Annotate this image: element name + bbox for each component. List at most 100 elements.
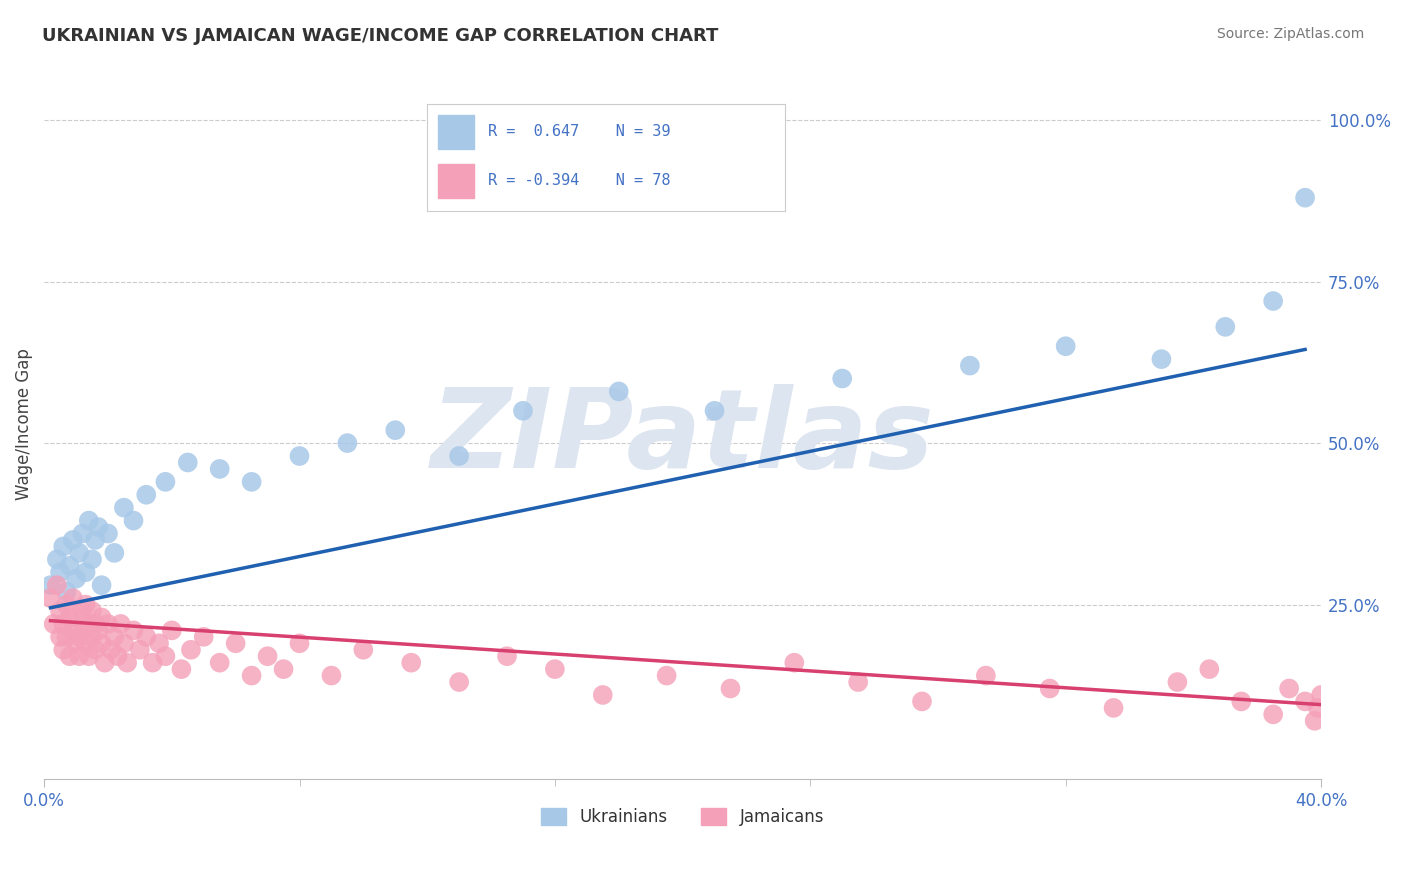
Point bbox=[67, 649, 90, 664]
Point bbox=[103, 546, 125, 560]
Point bbox=[607, 384, 630, 399]
Point bbox=[87, 624, 110, 638]
Point bbox=[449, 449, 471, 463]
Point bbox=[84, 616, 107, 631]
Point bbox=[77, 616, 100, 631]
Point bbox=[1278, 681, 1301, 696]
Point bbox=[84, 642, 107, 657]
Point bbox=[80, 604, 103, 618]
Point bbox=[352, 642, 374, 657]
Point bbox=[52, 616, 75, 631]
Point bbox=[84, 533, 107, 547]
Point bbox=[90, 636, 112, 650]
Point bbox=[77, 514, 100, 528]
Point bbox=[49, 566, 72, 580]
Point bbox=[384, 423, 406, 437]
Point bbox=[67, 546, 90, 560]
Point bbox=[155, 475, 177, 489]
Point bbox=[225, 636, 247, 650]
Point bbox=[128, 642, 150, 657]
Point bbox=[59, 649, 82, 664]
Point bbox=[1213, 319, 1236, 334]
Point bbox=[1054, 339, 1077, 353]
Point bbox=[55, 598, 77, 612]
Point bbox=[1263, 707, 1285, 722]
Text: UKRAINIAN VS JAMAICAN WAGE/INCOME GAP CORRELATION CHART: UKRAINIAN VS JAMAICAN WAGE/INCOME GAP CO… bbox=[42, 27, 718, 45]
Point bbox=[55, 630, 77, 644]
Point bbox=[655, 668, 678, 682]
Point bbox=[720, 681, 742, 696]
Point bbox=[75, 566, 97, 580]
Point bbox=[65, 636, 87, 650]
Point bbox=[65, 572, 87, 586]
Point bbox=[208, 462, 231, 476]
Legend: Ukrainians, Jamaicans: Ukrainians, Jamaicans bbox=[533, 800, 832, 835]
Point bbox=[67, 630, 90, 644]
Point bbox=[142, 656, 165, 670]
Point bbox=[97, 616, 120, 631]
Point bbox=[62, 591, 84, 606]
Point bbox=[321, 668, 343, 682]
Point bbox=[1306, 701, 1329, 715]
Point bbox=[399, 656, 422, 670]
Point bbox=[72, 526, 94, 541]
Point bbox=[52, 642, 75, 657]
Point bbox=[1310, 688, 1333, 702]
Point bbox=[1150, 352, 1173, 367]
Point bbox=[90, 578, 112, 592]
Point bbox=[1230, 694, 1253, 708]
Point bbox=[170, 662, 193, 676]
Point bbox=[112, 500, 135, 515]
Point bbox=[97, 526, 120, 541]
Point bbox=[1166, 675, 1188, 690]
Point bbox=[240, 475, 263, 489]
Point bbox=[208, 656, 231, 670]
Point bbox=[1198, 662, 1220, 676]
Point bbox=[177, 455, 200, 469]
Point bbox=[49, 630, 72, 644]
Point bbox=[94, 656, 117, 670]
Point bbox=[288, 449, 311, 463]
Point bbox=[1294, 191, 1316, 205]
Point bbox=[112, 636, 135, 650]
Point bbox=[831, 371, 853, 385]
Point bbox=[783, 656, 806, 670]
Point bbox=[80, 630, 103, 644]
Point bbox=[1294, 694, 1316, 708]
Point bbox=[512, 404, 534, 418]
Point bbox=[1303, 714, 1326, 728]
Point bbox=[42, 616, 65, 631]
Point bbox=[155, 649, 177, 664]
Point bbox=[62, 533, 84, 547]
Point bbox=[974, 668, 997, 682]
Point bbox=[59, 610, 82, 624]
Point bbox=[288, 636, 311, 650]
Point bbox=[449, 675, 471, 690]
Point bbox=[959, 359, 981, 373]
Point bbox=[273, 662, 295, 676]
Point bbox=[39, 578, 62, 592]
Point bbox=[55, 584, 77, 599]
Point bbox=[1039, 681, 1062, 696]
Point bbox=[72, 624, 94, 638]
Point bbox=[122, 514, 145, 528]
Point bbox=[87, 520, 110, 534]
Point bbox=[77, 649, 100, 664]
Point bbox=[240, 668, 263, 682]
Point bbox=[45, 578, 67, 592]
Point bbox=[592, 688, 614, 702]
Point bbox=[115, 656, 138, 670]
Point bbox=[148, 636, 170, 650]
Point bbox=[135, 488, 157, 502]
Point bbox=[544, 662, 567, 676]
Point bbox=[49, 604, 72, 618]
Point bbox=[90, 610, 112, 624]
Point bbox=[160, 624, 183, 638]
Point bbox=[1263, 293, 1285, 308]
Point bbox=[72, 604, 94, 618]
Point bbox=[65, 610, 87, 624]
Point bbox=[80, 552, 103, 566]
Point bbox=[75, 636, 97, 650]
Point bbox=[122, 624, 145, 638]
Point bbox=[180, 642, 202, 657]
